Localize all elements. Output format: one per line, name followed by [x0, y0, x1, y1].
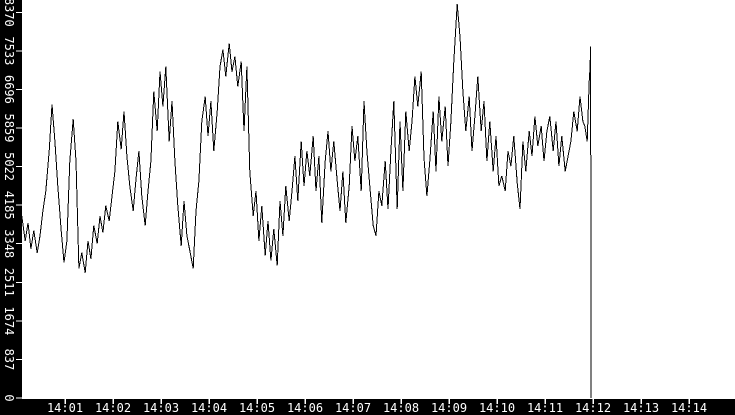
x-tick-label: 14:14 [671, 401, 707, 415]
x-tick-label: 14:02 [95, 401, 131, 415]
y-tick-label: 7533 [2, 36, 16, 65]
y-tick-label: 1674 [2, 306, 16, 335]
x-tick-label: 14:10 [479, 401, 515, 415]
y-tick-label: 6696 [2, 75, 16, 104]
y-axis: 0 837 1674 2511 3348 4185 5022 5859 6696 7533 8370 [2, 0, 22, 402]
y-tick-label: 5022 [2, 152, 16, 181]
x-tick-label: 14:09 [431, 401, 467, 415]
x-tick-label: 14:05 [239, 401, 275, 415]
x-tick-label: 14:01 [47, 401, 83, 415]
x-tick-label: 14:07 [335, 401, 371, 415]
x-axis: 14:01 14:02 14:03 14:04 14:05 14:06 14:07 14:08… [47, 399, 707, 415]
x-tick-label: 14:11 [527, 401, 563, 415]
x-tick-label: 14:06 [287, 401, 323, 415]
y-axis-strip [0, 0, 22, 415]
x-axis-strip [0, 399, 735, 415]
x-tick-label: 14:03 [143, 401, 179, 415]
x-tick-label: 14:08 [383, 401, 419, 415]
x-tick-label: 14:13 [623, 401, 659, 415]
x-tick-label: 14:12 [575, 401, 611, 415]
y-tick-label: 4185 [2, 191, 16, 220]
y-tick-label: 3348 [2, 229, 16, 258]
y-tick-label: 2511 [2, 268, 16, 297]
x-tick-label: 14:04 [191, 401, 227, 415]
data-line-value [21, 3, 592, 399]
y-tick-label: 837 [2, 349, 16, 371]
y-tick-label: 5859 [2, 114, 16, 143]
y-tick-label: 8370 [2, 0, 16, 27]
y-tick-label: 0 [2, 394, 16, 401]
